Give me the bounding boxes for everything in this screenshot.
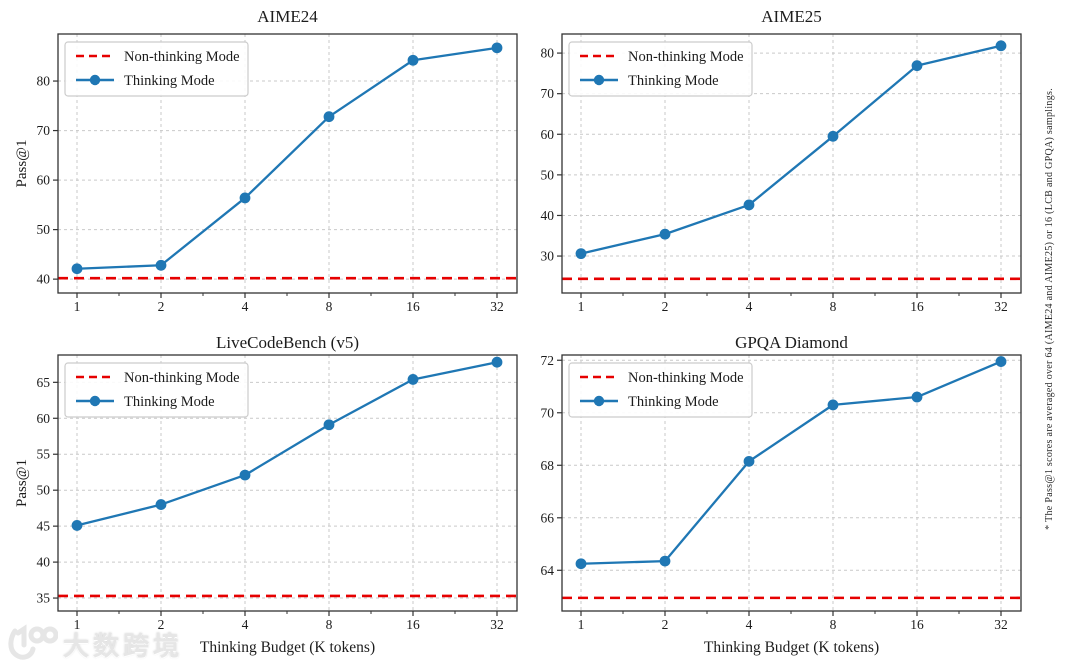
svg-text:1: 1 [74, 299, 81, 314]
svg-text:Non-thinking Mode: Non-thinking Mode [628, 49, 744, 65]
svg-text:Thinking Mode: Thinking Mode [628, 394, 719, 410]
svg-text:2: 2 [662, 617, 669, 632]
svg-text:32: 32 [490, 299, 504, 314]
svg-text:1: 1 [578, 617, 585, 632]
svg-text:60: 60 [37, 173, 51, 188]
svg-text:50: 50 [37, 222, 51, 237]
chart-aime24: 1 2 4 8 16 32 40 50 60 70 80 AIME24 Pass@1 Non-thinki… [14, 7, 518, 314]
svg-text:40: 40 [541, 208, 555, 223]
svg-text:Thinking Mode: Thinking Mode [124, 394, 215, 410]
svg-text:32: 32 [994, 299, 1008, 314]
svg-text:Pass@1: Pass@1 [14, 140, 30, 188]
svg-text:Non-thinking Mode: Non-thinking Mode [124, 49, 240, 65]
svg-text:65: 65 [37, 375, 51, 390]
svg-text:16: 16 [910, 617, 924, 632]
svg-text:1: 1 [578, 299, 585, 314]
svg-text:70: 70 [541, 86, 555, 101]
svg-text:Non-thinking Mode: Non-thinking Mode [628, 370, 744, 386]
svg-text:40: 40 [37, 272, 51, 287]
svg-text:32: 32 [490, 617, 504, 632]
brand-logo-icon [8, 624, 58, 660]
svg-text:Pass@1: Pass@1 [14, 459, 30, 507]
footnote: * The Pass@1 scores are averaged over 64… [1044, 88, 1055, 530]
svg-text:GPQA Diamond: GPQA Diamond [735, 335, 848, 352]
svg-text:LiveCodeBench (v5): LiveCodeBench (v5) [216, 335, 359, 352]
svg-text:35: 35 [37, 591, 51, 606]
svg-text:70: 70 [37, 123, 51, 138]
svg-text:Thinking Mode: Thinking Mode [124, 73, 215, 89]
svg-text:2: 2 [662, 299, 669, 314]
svg-text:60: 60 [37, 411, 51, 426]
chart-aime25: 1 2 4 8 16 32 30 40 50 60 70 80 AIME25 Non-thinking M… [541, 7, 1022, 314]
svg-text:2: 2 [158, 617, 165, 632]
svg-text:66: 66 [541, 510, 555, 525]
svg-text:8: 8 [326, 617, 333, 632]
chart-gpqa-diamond: 1 2 4 8 16 32 64 66 68 70 72 GPQA Diamond Thinking B… [541, 335, 1022, 656]
svg-text:55: 55 [37, 447, 51, 462]
watermark: 大数跨境 [6, 624, 183, 664]
svg-text:AIME25: AIME25 [761, 7, 821, 26]
svg-text:16: 16 [406, 617, 420, 632]
svg-text:16: 16 [406, 299, 420, 314]
svg-text:64: 64 [541, 563, 555, 578]
svg-text:Thinking Budget (K tokens): Thinking Budget (K tokens) [704, 639, 879, 656]
svg-text:45: 45 [37, 519, 51, 534]
svg-text:16: 16 [910, 299, 924, 314]
svg-text:72: 72 [541, 353, 555, 368]
chart-livecodebench-v5: 1 2 4 8 16 32 35 40 45 50 55 60 65 LiveCodeBench (v5)… [14, 335, 518, 656]
svg-text:30: 30 [541, 249, 555, 264]
svg-text:AIME24: AIME24 [257, 7, 318, 26]
svg-text:50: 50 [541, 167, 555, 182]
svg-text:80: 80 [37, 74, 51, 89]
svg-text:8: 8 [830, 299, 837, 314]
svg-text:60: 60 [541, 127, 555, 142]
svg-text:8: 8 [326, 299, 333, 314]
svg-text:4: 4 [746, 299, 753, 314]
svg-text:8: 8 [830, 617, 837, 632]
watermark-text: 大数跨境 [63, 631, 184, 662]
svg-text:40: 40 [37, 555, 51, 570]
svg-text:4: 4 [242, 617, 249, 632]
svg-text:50: 50 [37, 483, 51, 498]
svg-text:4: 4 [242, 299, 249, 314]
svg-text:Thinking Budget (K tokens): Thinking Budget (K tokens) [200, 639, 375, 656]
svg-text:2: 2 [158, 299, 165, 314]
svg-text:32: 32 [994, 617, 1008, 632]
svg-text:70: 70 [541, 405, 555, 420]
svg-text:4: 4 [746, 617, 753, 632]
svg-text:1: 1 [74, 617, 81, 632]
svg-text:Non-thinking Mode: Non-thinking Mode [124, 370, 240, 386]
svg-text:68: 68 [541, 458, 555, 473]
svg-text:80: 80 [541, 46, 555, 61]
svg-text:Thinking Mode: Thinking Mode [628, 73, 719, 89]
